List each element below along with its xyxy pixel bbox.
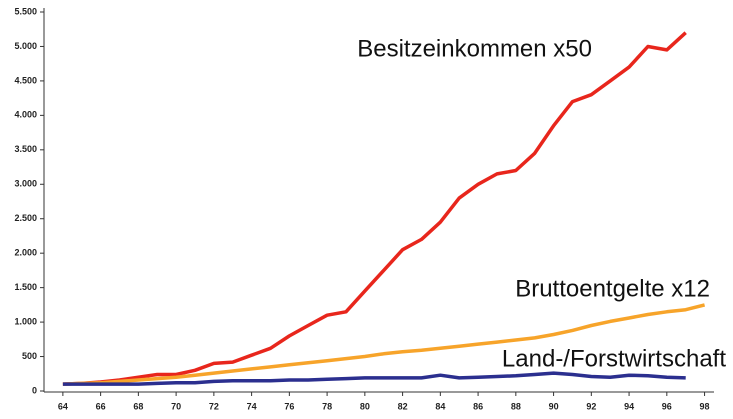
y-tick-label: 4.000 (14, 110, 37, 120)
x-tick-label: 90 (549, 401, 559, 411)
x-tick-label: 80 (360, 401, 370, 411)
x-tick-label: 88 (511, 401, 521, 411)
x-tick-label: 76 (284, 401, 294, 411)
series-label: Bruttoentgelte x12 (515, 275, 710, 302)
y-tick-label: 3.500 (14, 144, 37, 154)
x-tick-label: 84 (435, 401, 445, 411)
y-tick-label: 1.500 (14, 282, 37, 292)
x-tick-label: 74 (247, 401, 257, 411)
series-line (62, 31, 687, 386)
y-tick-label: 1.000 (14, 316, 37, 326)
x-tick-label: 82 (398, 401, 408, 411)
x-tick-label: 78 (322, 401, 332, 411)
x-tick-label: 96 (662, 401, 672, 411)
x-tick-label: 92 (586, 401, 596, 411)
y-tick-label: 4.500 (14, 75, 37, 85)
series-label: Besitzeinkommen x50 (357, 35, 592, 62)
y-tick-label: 0 (32, 385, 37, 395)
series-line (62, 371, 686, 386)
x-tick-label: 66 (96, 401, 106, 411)
y-tick-label: 2.500 (14, 213, 37, 223)
x-tick-label: 64 (58, 401, 68, 411)
y-tick-label: 500 (22, 351, 37, 361)
x-tick-label: 72 (209, 401, 219, 411)
y-tick-label: 3.000 (14, 179, 37, 189)
series-line (62, 303, 706, 386)
x-tick-label: 86 (473, 401, 483, 411)
x-tick-label: 98 (700, 401, 710, 411)
y-tick-label: 5.500 (14, 6, 37, 16)
y-tick-label: 5.000 (14, 41, 37, 51)
x-tick-label: 94 (624, 401, 634, 411)
series-label: Land-/Forstwirtschaft (502, 345, 726, 372)
x-tick-label: 68 (133, 401, 143, 411)
x-tick-label: 70 (171, 401, 181, 411)
y-tick-label: 2.000 (14, 248, 37, 258)
